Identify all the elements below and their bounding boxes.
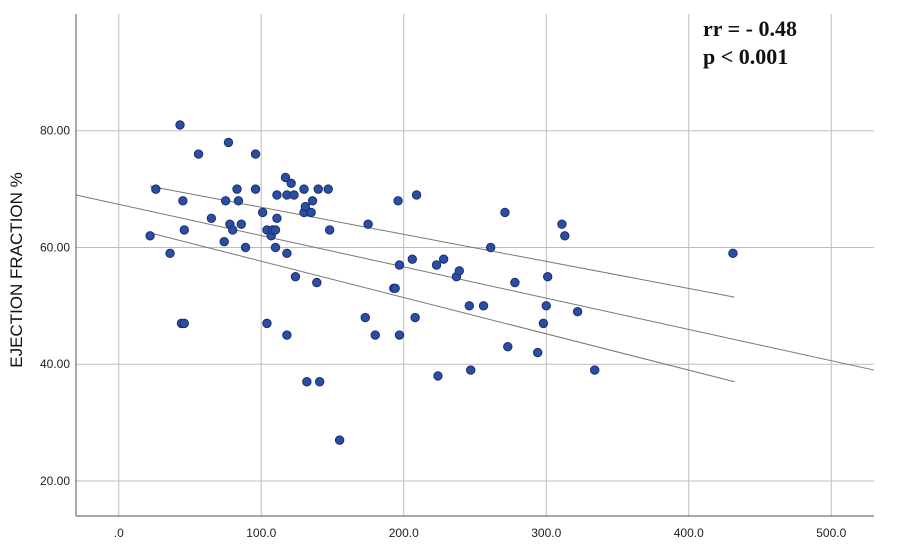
data-point-60: [431, 260, 442, 270]
data-point-37: [145, 231, 155, 241]
data-point-31: [300, 201, 311, 212]
data-point-0: [175, 120, 185, 130]
data-point-44: [290, 271, 301, 282]
p-value-annotation: p < 0.001: [703, 44, 788, 69]
data-point-16: [257, 207, 268, 218]
data-point-75: [542, 271, 553, 282]
data-point-5: [178, 196, 188, 206]
data-point-69: [500, 207, 510, 218]
y-tick-labels: 20.00 40.00 60.00 80.00: [40, 124, 70, 488]
x-tick-label-5: 500.0: [816, 526, 846, 540]
data-point-49: [360, 312, 370, 323]
x-tick-label-3: 300.0: [531, 526, 561, 540]
x-tick-labels: .0 100.0 200.0 300.0 400.0 500.0: [114, 526, 847, 540]
data-point-3: [250, 149, 261, 159]
y-tick-label-1: 40.00: [40, 357, 70, 371]
data-point-46: [302, 377, 312, 387]
data-point-51: [370, 330, 380, 340]
x-tick-label-2: 200.0: [389, 526, 419, 540]
data-point-7: [220, 196, 231, 206]
data-point-26: [282, 248, 292, 259]
data-point-79: [590, 365, 600, 375]
data-point-39: [179, 225, 190, 235]
data-point-70: [503, 342, 513, 352]
data-point-38: [165, 248, 175, 259]
data-point-29: [299, 184, 309, 194]
data-point-73: [538, 318, 549, 329]
data-point-65: [464, 301, 474, 311]
data-point-53: [390, 283, 400, 294]
data-point-54: [393, 196, 403, 206]
ci-upper-line: [150, 185, 735, 298]
data-point-21: [270, 242, 281, 253]
data-point-72: [533, 347, 543, 358]
data-point-23: [272, 190, 282, 200]
data-point-22: [272, 213, 282, 224]
data-point-67: [478, 301, 489, 311]
data-point-1: [193, 149, 204, 159]
data-point-2: [223, 137, 234, 148]
data-point-24: [280, 172, 291, 183]
x-tick-label-1: 100.0: [246, 526, 276, 540]
data-point-10: [232, 184, 242, 194]
y-tick-label-3: 80.00: [40, 124, 70, 138]
data-point-12: [236, 219, 247, 229]
data-point-56: [394, 330, 405, 340]
data-point-20: [270, 225, 281, 235]
data-point-35: [323, 184, 333, 194]
data-point-78: [572, 306, 583, 317]
data-point-77: [560, 231, 570, 241]
fit-line: [75, 194, 875, 371]
data-point-34: [313, 184, 323, 194]
data-point-11: [233, 196, 244, 206]
y-tick-label-0: 20.00: [40, 474, 70, 488]
data-point-6: [206, 213, 217, 224]
data-point-9: [228, 225, 238, 235]
data-point-32: [306, 207, 316, 218]
data-point-59: [411, 190, 422, 200]
data-point-36: [324, 225, 335, 235]
data-point-48: [334, 435, 345, 445]
data-points: [145, 120, 738, 445]
data-point-76: [557, 219, 567, 229]
y-tick-label-2: 60.00: [40, 240, 70, 254]
ci-lower-line: [149, 232, 735, 383]
data-point-50: [363, 219, 373, 229]
x-tick-label-4: 400.0: [674, 526, 704, 540]
x-tick-label-0: .0: [114, 526, 124, 540]
data-point-64: [454, 266, 465, 276]
data-point-33: [307, 196, 318, 206]
data-point-61: [433, 371, 443, 381]
fit-lines: [75, 185, 875, 383]
data-point-55: [394, 260, 405, 270]
data-point-42: [262, 318, 272, 329]
data-point-14: [240, 242, 251, 253]
data-point-74: [541, 301, 551, 311]
data-point-47: [314, 377, 325, 387]
y-axis-label: EJECTION FRACTION %: [7, 172, 26, 368]
data-point-57: [407, 254, 417, 264]
data-point-80: [728, 248, 738, 259]
data-point-43: [282, 330, 292, 340]
data-point-62: [438, 254, 449, 264]
data-point-15: [250, 184, 261, 194]
data-point-41: [179, 318, 190, 329]
data-point-68: [485, 242, 496, 253]
data-point-58: [410, 312, 420, 323]
correlation-annotation: rr = - 0.48: [703, 16, 797, 41]
gridlines: [76, 14, 874, 516]
data-point-71: [510, 277, 520, 288]
data-point-4: [151, 184, 161, 194]
data-point-28: [289, 190, 299, 200]
data-point-45: [312, 277, 322, 288]
data-point-13: [219, 236, 229, 247]
data-point-66: [466, 365, 476, 375]
data-point-27: [286, 178, 296, 188]
